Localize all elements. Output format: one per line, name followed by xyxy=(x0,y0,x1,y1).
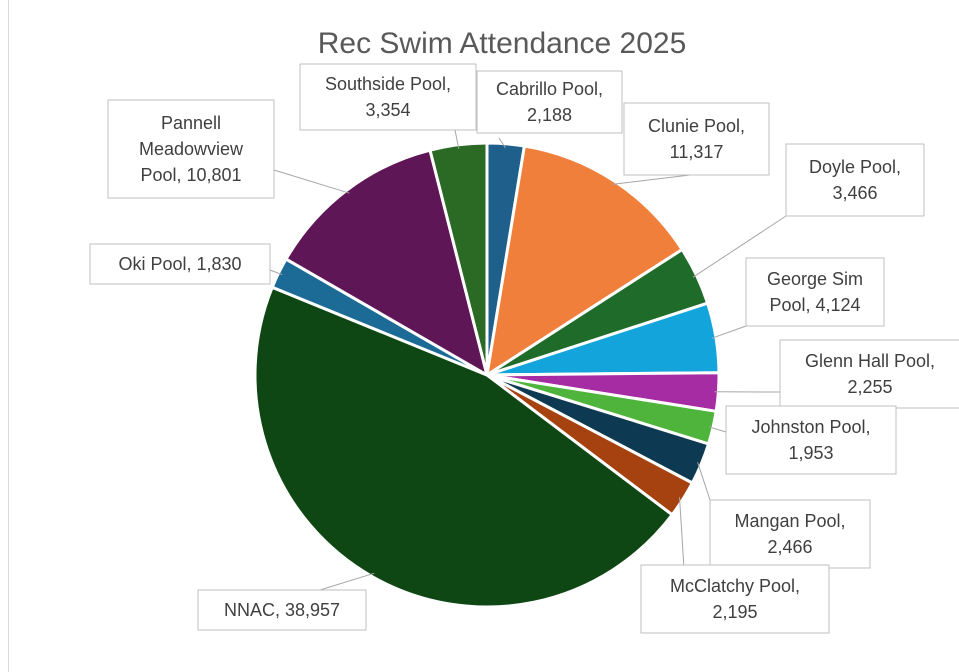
data-label-southside-pool: Southside Pool, 3,354 xyxy=(299,63,477,131)
data-label-text: Doyle Pool, xyxy=(809,157,901,177)
data-label-johnston-pool: Johnston Pool, 1,953 xyxy=(725,405,897,475)
data-label-doyle-pool: Doyle Pool, 3,466 xyxy=(785,143,925,217)
data-label-text: Cabrillo Pool, xyxy=(496,79,603,99)
data-label-box xyxy=(197,589,367,631)
data-label-text: Meadowview xyxy=(139,139,244,159)
data-label-box xyxy=(779,339,959,409)
data-label-cabrillo-pool: Cabrillo Pool, 2,188 xyxy=(476,70,623,134)
pie-slice-nnac[interactable] xyxy=(253,285,675,609)
data-label-text: 2,466 xyxy=(767,537,812,557)
data-label-box xyxy=(476,70,623,134)
data-label-pannell-meadowview-pool: Pannell Meadowview Pool, 10,801 xyxy=(107,99,275,199)
leader-line-doyle-pool xyxy=(692,215,787,278)
data-label-text: Pool, 10,801 xyxy=(140,165,241,185)
leader-line-johnston-pool xyxy=(708,426,727,433)
data-label-clunie-pool: Clunie Pool, 11,317 xyxy=(623,102,770,176)
leader-line-southside-pool xyxy=(454,129,460,149)
data-label-text: Pool, 4,124 xyxy=(769,295,860,315)
data-label-box xyxy=(623,102,770,176)
data-label-box xyxy=(107,99,275,199)
data-label-text: McClatchy Pool, xyxy=(670,576,800,596)
pie-slices xyxy=(253,141,721,609)
leader-line-cabrillo-pool xyxy=(498,137,506,148)
leader-line-clunie-pool xyxy=(612,174,691,185)
data-label-text: Glenn Hall Pool, xyxy=(805,351,935,371)
data-label-text: 3,466 xyxy=(832,183,877,203)
data-label-mcclatchy-pool: McClatchy Pool, 2,195 xyxy=(640,564,830,634)
data-labels: Cabrillo Pool, 2,188 Clunie Pool, 11,317 Doy… xyxy=(89,63,959,634)
pie-slice-pannell-meadowview-pool[interactable] xyxy=(284,148,490,379)
data-label-text: NNAC, 38,957 xyxy=(224,600,340,620)
data-label-text: Southside Pool, xyxy=(325,74,451,94)
data-label-text: 2,188 xyxy=(527,105,572,125)
data-label-glenn-hall-pool: Glenn Hall Pool, 2,255 xyxy=(779,339,959,409)
data-label-text: Clunie Pool, xyxy=(648,116,745,136)
leader-line-nnac xyxy=(319,572,375,591)
data-label-box xyxy=(785,143,925,217)
data-label-box xyxy=(89,243,271,285)
data-label-nnac: NNAC, 38,957 xyxy=(197,589,367,631)
data-label-text: 3,354 xyxy=(365,100,410,120)
data-label-box xyxy=(299,63,477,131)
leader-line-mangan-pool xyxy=(697,462,711,501)
leader-line-mcclatchy-pool xyxy=(679,497,685,569)
data-label-text: 1,953 xyxy=(788,443,833,463)
data-label-oki-pool: Oki Pool, 1,830 xyxy=(89,243,271,285)
data-label-box xyxy=(745,257,885,327)
leader-lines xyxy=(269,129,787,591)
leader-line-pannell-meadowview-pool xyxy=(273,169,350,194)
data-label-george-sim-pool: George Sim Pool, 4,124 xyxy=(745,257,885,327)
data-label-text: 11,317 xyxy=(670,142,724,162)
data-label-box xyxy=(709,499,871,569)
data-label-text: Pannell xyxy=(161,113,221,133)
data-label-box xyxy=(725,405,897,475)
data-label-box xyxy=(640,564,830,634)
pie-slice-clunie-pool[interactable] xyxy=(484,144,685,379)
data-label-text: Oki Pool, 1,830 xyxy=(118,254,241,274)
data-label-text: Johnston Pool, xyxy=(751,417,870,437)
data-label-text: George Sim xyxy=(767,269,863,289)
data-label-text: Mangan Pool, xyxy=(734,511,845,531)
data-label-text: 2,255 xyxy=(847,377,892,397)
leader-line-oki-pool xyxy=(269,269,283,276)
chart-title: Rec Swim Attendance 2025 xyxy=(318,27,687,60)
data-label-text: 2,195 xyxy=(712,602,757,622)
leader-line-george-sim-pool xyxy=(711,325,747,339)
data-label-mangan-pool: Mangan Pool, 2,466 xyxy=(709,499,871,569)
